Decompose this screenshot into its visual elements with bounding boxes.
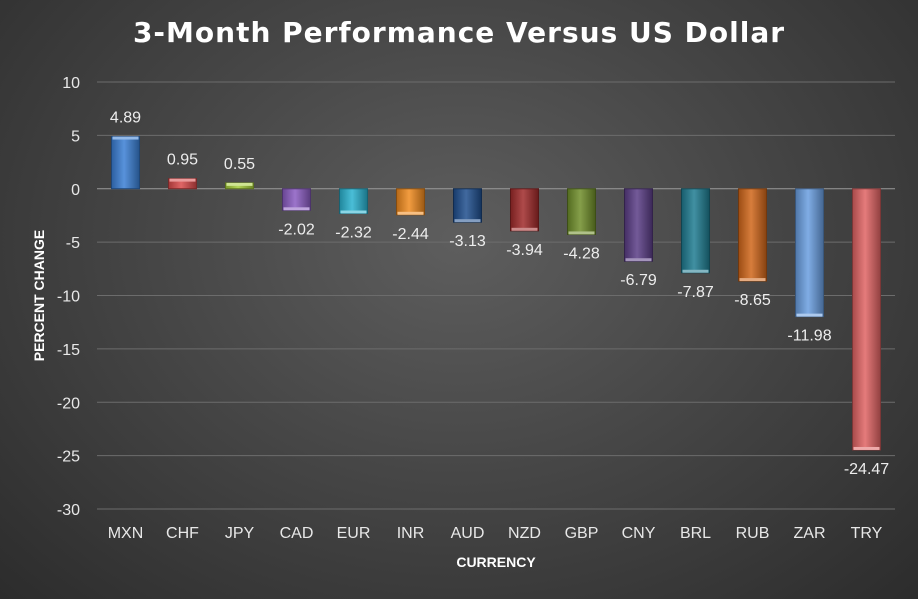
y-tick-label: 0: [71, 182, 80, 199]
x-tick-label: BRL: [680, 525, 711, 542]
y-tick-label: 10: [62, 75, 80, 92]
x-tick-label: EUR: [337, 525, 371, 542]
bar-bevel: [112, 136, 139, 140]
data-label: -24.47: [844, 461, 889, 478]
bar-bevel: [169, 178, 196, 182]
y-axis-title: PERCENT CHANGE: [31, 230, 47, 361]
bar-bevel: [397, 211, 424, 215]
data-label: 0.55: [224, 156, 255, 173]
data-label: -6.79: [620, 272, 657, 289]
x-tick-label: MXN: [108, 525, 144, 542]
bar-mxn: [111, 136, 140, 190]
x-tick-label: NZD: [508, 525, 541, 542]
bar-bevel: [511, 227, 538, 231]
x-tick-label: CNY: [622, 525, 656, 542]
x-tick-label: GBP: [565, 525, 599, 542]
data-label: -11.98: [787, 328, 831, 345]
y-tick-labels: 10 5 0 -5 -10 -15 -20 -25 -30: [57, 75, 80, 519]
data-label: -3.13: [449, 233, 486, 250]
x-tick-label: CAD: [280, 525, 314, 542]
chart-title: 3-Month Performance Versus US Dollar: [132, 16, 786, 49]
x-tick-label: JPY: [225, 525, 255, 542]
bar-bevel: [454, 219, 481, 223]
bars: [111, 136, 881, 451]
bar-bevel: [283, 207, 310, 211]
data-label: 4.89: [110, 110, 141, 127]
bar-zar: [795, 188, 824, 318]
bar-aud: [453, 188, 482, 223]
x-tick-label: CHF: [166, 525, 199, 542]
data-label: -4.28: [563, 245, 600, 262]
x-tick-label: INR: [397, 525, 425, 542]
bar-bevel: [226, 182, 253, 186]
bar-brl: [681, 188, 710, 274]
bar-bevel: [568, 231, 595, 235]
bar-rub: [738, 188, 767, 282]
bar-cad: [282, 188, 311, 211]
bar-cny: [624, 188, 653, 262]
gridlines: [97, 81, 895, 510]
data-label: -7.87: [677, 284, 714, 301]
bar-bevel: [739, 278, 766, 282]
bar-bevel: [625, 258, 652, 262]
y-tick-label: -10: [57, 289, 80, 306]
bar-nzd: [510, 188, 539, 232]
y-tick-label: -5: [66, 235, 80, 252]
bar-bevel: [853, 446, 880, 450]
bar-eur: [339, 188, 368, 215]
x-tick-label: AUD: [451, 525, 485, 542]
data-label: -2.02: [278, 221, 315, 238]
y-tick-label: -20: [57, 395, 80, 412]
x-tick-label: ZAR: [794, 525, 826, 542]
bar-bevel: [340, 210, 367, 214]
bar-bevel: [796, 313, 823, 317]
data-label: -8.65: [734, 292, 771, 309]
bar-bevel: [682, 269, 709, 273]
y-tick-label: 5: [71, 128, 80, 145]
y-tick-label: -15: [57, 342, 80, 359]
data-label: -3.94: [506, 242, 543, 259]
y-tick-label: -25: [57, 449, 80, 466]
bar-inr: [396, 188, 425, 216]
y-tick-label: -30: [57, 502, 80, 519]
data-label: -2.44: [392, 226, 429, 243]
bar-gbp: [567, 188, 596, 235]
data-label: 0.95: [167, 152, 198, 169]
x-tick-labels: MXN CHF JPY CAD EUR INR AUD NZD GBP CNY BRL RUB ZAR T…: [108, 525, 883, 542]
x-tick-label: TRY: [851, 525, 883, 542]
x-axis-title: CURRENCY: [456, 554, 536, 570]
data-label: -2.32: [335, 225, 372, 242]
x-tick-label: RUB: [736, 525, 770, 542]
data-labels: 4.89 0.95 0.55 -2.02 -2.32 -2.44 -3.13 -3.94 -4.…: [110, 110, 889, 478]
bar-try: [852, 188, 881, 451]
